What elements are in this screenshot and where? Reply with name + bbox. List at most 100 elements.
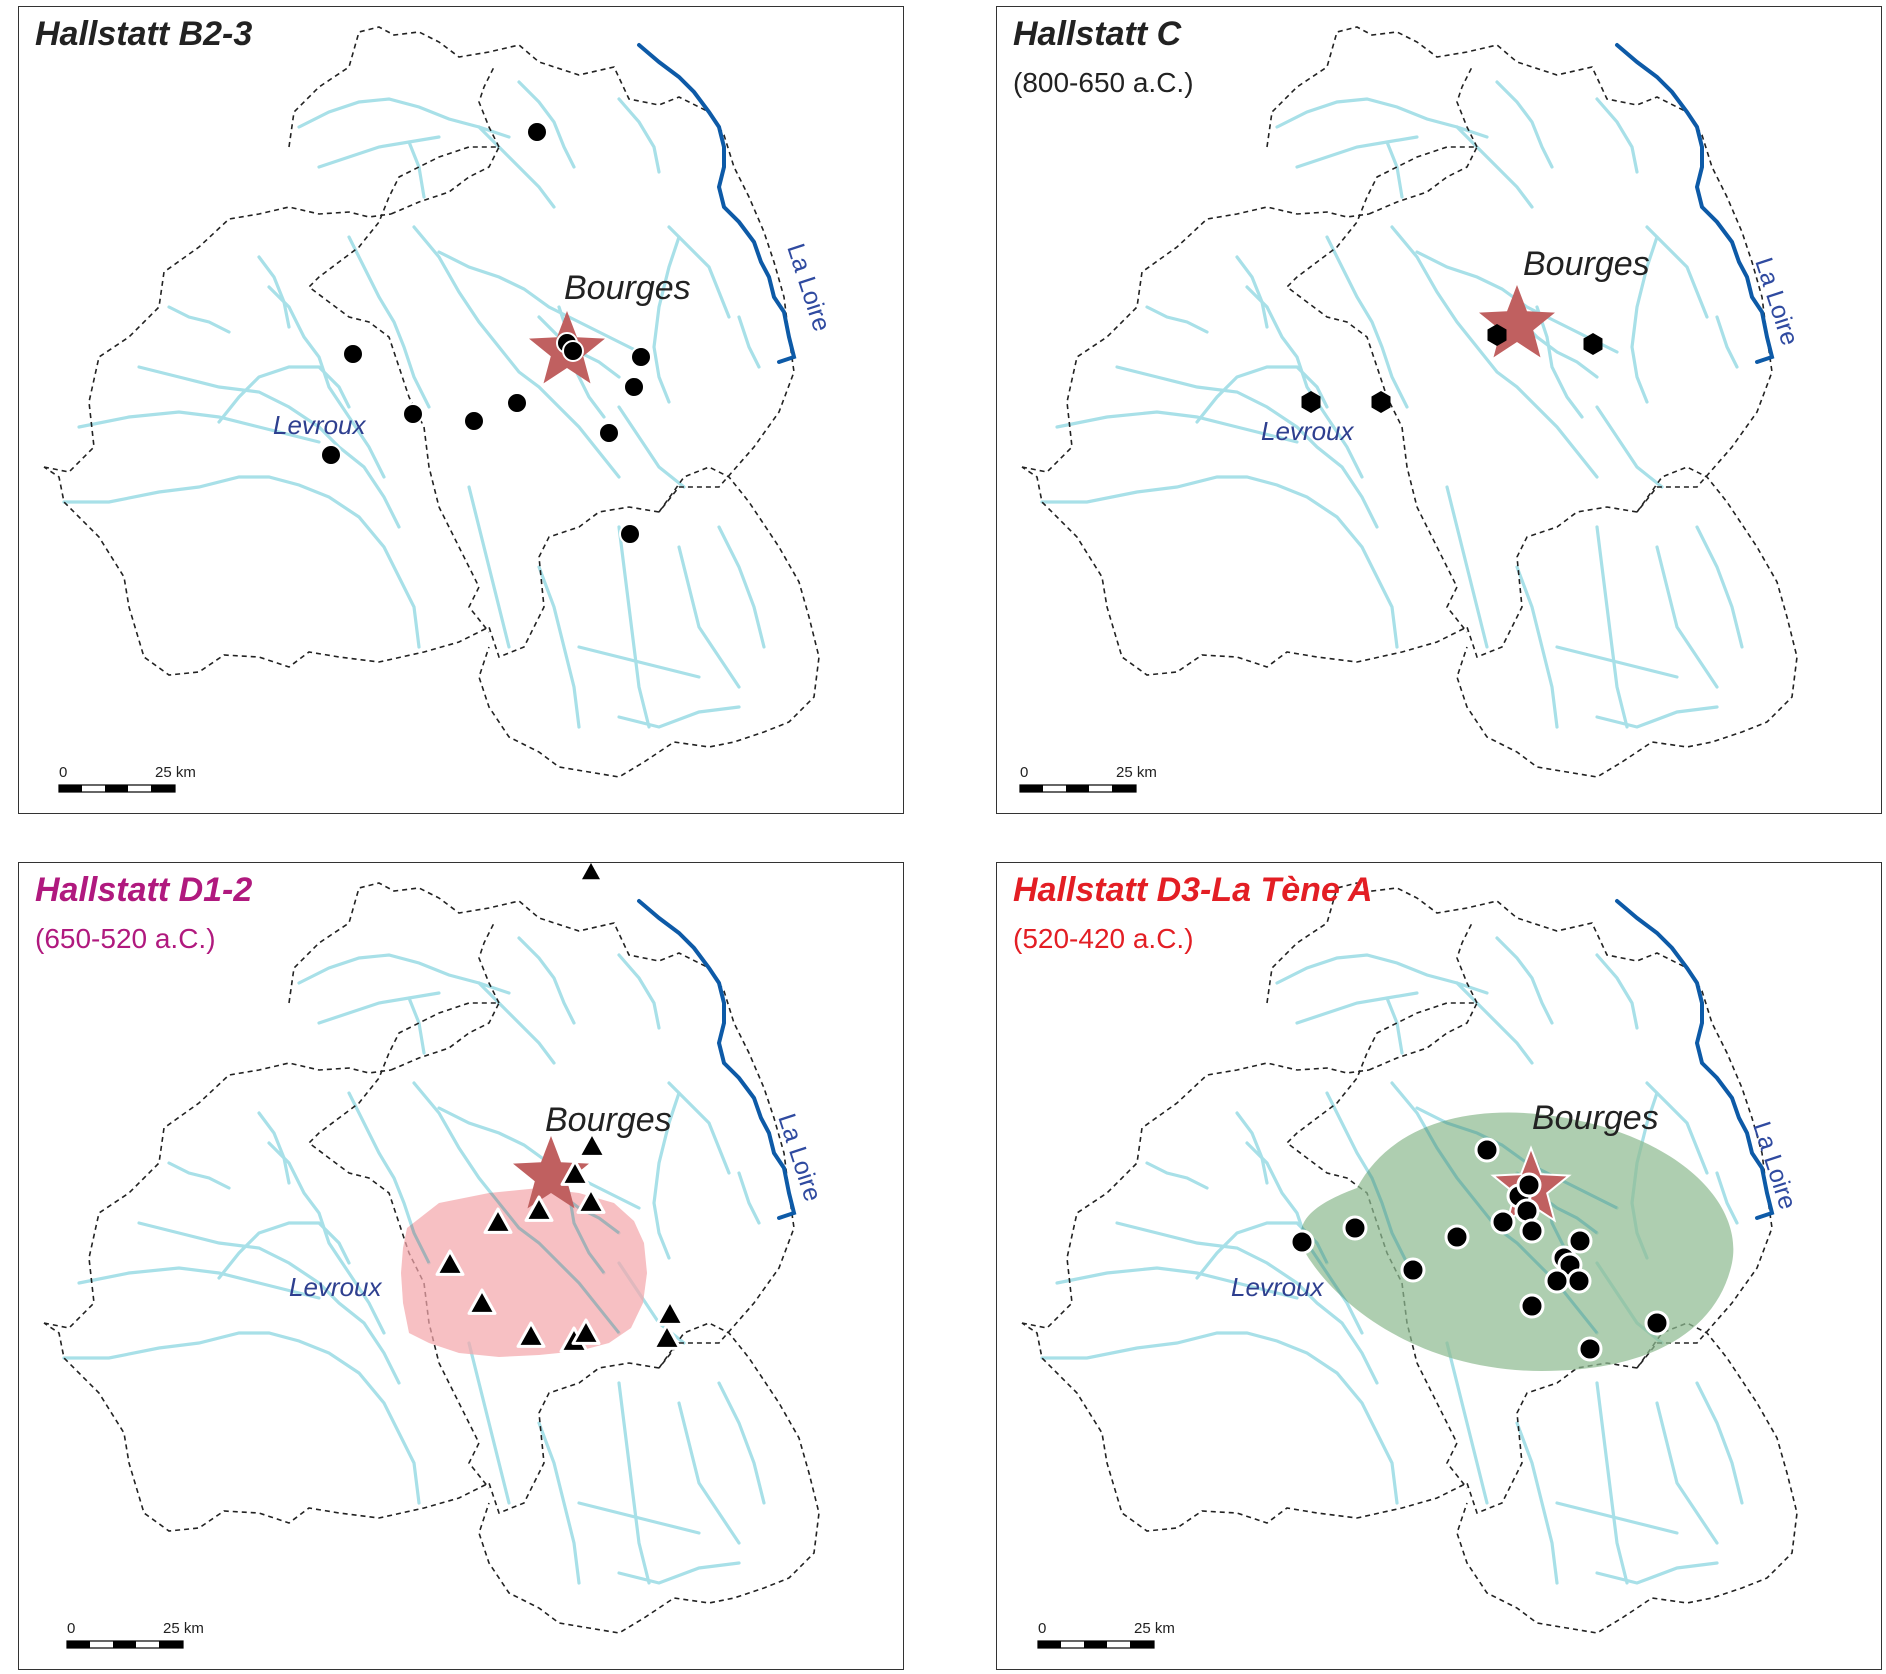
boundary-line (1456, 66, 1478, 148)
river-line (577, 1501, 701, 1535)
river-line (1595, 953, 1639, 1030)
panel-title: Hallstatt D1-2 (35, 871, 253, 909)
river-line (1300, 1221, 1329, 1279)
river-line (1535, 305, 1584, 419)
river-line (401, 1188, 431, 1264)
site-triangle-icon (577, 1131, 607, 1158)
boundary-line (43, 466, 660, 676)
river-line (437, 1106, 641, 1210)
river-line (77, 410, 321, 444)
boundary-line (478, 66, 500, 148)
site-circle-icon (1342, 1215, 1368, 1241)
bourges-star-icon (1479, 285, 1555, 358)
river-line (1275, 953, 1489, 995)
site-circle-icon (1566, 1268, 1592, 1294)
label-levroux: Levroux (1231, 1272, 1324, 1302)
site-circle-icon (623, 376, 645, 398)
river-line (1385, 140, 1404, 199)
scale-bar-segment (151, 785, 175, 792)
river-line (467, 485, 511, 649)
rivers-layer (1040, 80, 1744, 729)
scale-bar-segment (1038, 1641, 1061, 1648)
river-line (347, 235, 431, 409)
scale-bar-segment (1020, 785, 1043, 792)
boundary-layer (1021, 26, 1798, 778)
river-line (1495, 80, 1554, 169)
site-circle-icon (598, 422, 620, 444)
river-line (267, 1141, 386, 1335)
boundary-line (478, 466, 820, 778)
map-svg: Bourges Levroux La Loire 0 25 km (1019, 26, 1804, 793)
river-line (1040, 1331, 1399, 1505)
river-line (537, 1421, 581, 1585)
scale-label-distance: 25 km (155, 764, 196, 781)
river-line (1325, 235, 1409, 409)
loire-river (637, 43, 797, 364)
loire-river (637, 899, 797, 1220)
river-line (1595, 97, 1639, 174)
river-line (412, 225, 621, 479)
boundary-line (1266, 882, 1773, 1369)
scale-bar: 0 25 km (1019, 764, 1157, 793)
scale-label-distance: 25 km (1116, 764, 1157, 781)
scale-bar-segment (159, 1641, 183, 1648)
river-line (1445, 1341, 1489, 1505)
site-circle-icon (619, 523, 641, 545)
site-circle-icon (1544, 1268, 1570, 1294)
boundary-line (1456, 466, 1798, 778)
river-line (617, 953, 661, 1030)
scale-bar: 0 25 km (1037, 1620, 1175, 1649)
scale-label-zero: 0 (1020, 764, 1028, 781)
boundary-line (1285, 1002, 1479, 1489)
river-line (217, 365, 351, 424)
scale-bar-segment (1112, 785, 1136, 792)
river-line (1655, 1401, 1719, 1545)
panel-title: Hallstatt B2-3 (35, 15, 253, 53)
boundary-line (1456, 1322, 1798, 1634)
boundary-layer (1021, 882, 1798, 1634)
settlement-zone-green (1300, 1112, 1734, 1371)
label-bourges: Bourges (1523, 245, 1650, 283)
river-line (617, 1381, 651, 1585)
river-line (257, 1111, 291, 1185)
label-bourges: Bourges (545, 1101, 672, 1139)
river-line (477, 125, 556, 209)
scale-bar: 0 25 km (58, 764, 196, 793)
site-circle-icon (1289, 1229, 1315, 1255)
site-circle-icon (630, 346, 652, 368)
boundary-line (478, 1322, 820, 1634)
river-line (297, 953, 511, 995)
river-line (537, 565, 581, 729)
site-hexagon-icon (1583, 333, 1603, 355)
scale-label-zero: 0 (59, 764, 67, 781)
river-line (1595, 525, 1629, 729)
label-bourges: Bourges (564, 269, 691, 307)
site-circle-icon (1519, 1218, 1545, 1244)
site-circle-icon (1644, 1310, 1670, 1336)
settlement-zone-pink (401, 1188, 647, 1357)
river-line (137, 365, 401, 529)
boundary-line (1456, 922, 1478, 1004)
river-line (1455, 981, 1534, 1065)
map-svg: Bourges Levroux La Loire 0 25 km (43, 26, 836, 793)
site-triangle-icon (655, 1299, 685, 1326)
scale-bar-segment (113, 1641, 136, 1648)
site-triangle-icon (516, 1321, 546, 1348)
map-panel-b23: Bourges Levroux La Loire 0 25 km Hallstatt B… (18, 6, 904, 814)
map-svg: Bourges Levroux La Loire 0 25 km (43, 863, 827, 1649)
river-line (167, 305, 231, 334)
boundary-line (43, 206, 392, 473)
site-triangle-icon (582, 863, 600, 880)
river-line (1115, 1221, 1379, 1385)
river-line (737, 1171, 761, 1225)
river-line (1235, 255, 1269, 329)
site-circle-icon (526, 121, 548, 143)
site-hexagon-icon (1371, 391, 1391, 413)
river-line (139, 1223, 399, 1383)
scale-label-zero: 0 (1038, 1620, 1046, 1637)
river-line (477, 981, 556, 1065)
river-line (1195, 365, 1329, 424)
river-line (517, 80, 576, 169)
site-circle-icon (1577, 1336, 1603, 1362)
river-line (1645, 1081, 1709, 1175)
